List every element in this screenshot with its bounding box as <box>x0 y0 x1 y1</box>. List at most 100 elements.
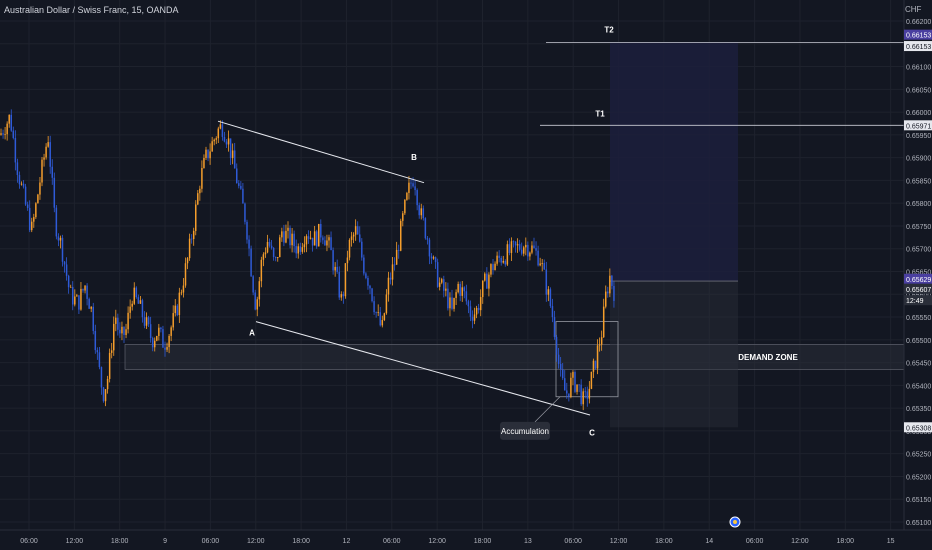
candle-body <box>121 326 123 334</box>
candle-body <box>129 306 131 313</box>
candle-body <box>561 369 564 379</box>
price-tick-label: 0.66000 <box>906 110 931 117</box>
candle-body <box>180 292 183 294</box>
candle-body <box>371 288 373 302</box>
candle-body <box>607 291 609 294</box>
candle-body <box>24 186 27 205</box>
event-globe-icon-dot <box>733 520 737 524</box>
candle-body <box>123 326 125 335</box>
candle-body <box>545 269 548 295</box>
candle-body <box>57 236 60 241</box>
candle-body <box>2 133 4 135</box>
candle-body <box>436 262 439 287</box>
candle-body <box>219 124 222 129</box>
target-zone-box <box>610 42 738 282</box>
candle-body <box>26 204 29 208</box>
candle-body <box>209 151 211 159</box>
candle-body <box>115 317 117 324</box>
candle-body <box>143 317 146 326</box>
candle-body <box>287 227 289 231</box>
candle-body <box>369 285 371 289</box>
candle-body <box>240 185 242 189</box>
candle-body <box>272 247 275 258</box>
candle-body <box>516 244 519 246</box>
candle-body <box>432 257 435 259</box>
candle-body <box>533 245 535 249</box>
candle-body <box>441 279 443 283</box>
candle-body <box>110 350 113 353</box>
candle-body <box>248 239 250 249</box>
candle-body <box>203 157 205 168</box>
candle-body <box>373 301 375 313</box>
candle-body <box>106 378 109 390</box>
candle-body <box>496 255 498 264</box>
price-badge-label: 0.66153 <box>906 33 931 40</box>
time-tick-label: 12:00 <box>610 538 628 545</box>
candle-body <box>199 188 201 194</box>
price-tick-label: 0.66200 <box>906 19 931 26</box>
symbol-title[interactable]: Australian Dollar / Swiss Franc, 15, OAN… <box>4 5 179 15</box>
candle-body <box>584 391 586 393</box>
candle-body <box>506 244 509 265</box>
candle-body <box>260 259 263 282</box>
candle-body <box>451 297 453 309</box>
candle-body <box>190 238 193 240</box>
candle-body <box>279 237 281 258</box>
time-tick-label: 13 <box>524 538 532 545</box>
candle-body <box>434 257 437 263</box>
time-tick-label: 12:00 <box>428 538 446 545</box>
price-tick-label: 0.65950 <box>906 133 931 140</box>
candle-body <box>151 338 154 348</box>
candle-body <box>457 283 459 293</box>
price-tick-label: 0.66050 <box>906 87 931 94</box>
candle-body <box>332 250 334 271</box>
candle-body <box>69 286 72 288</box>
candle-body <box>37 194 39 204</box>
candle-body <box>307 236 310 239</box>
candle-body <box>6 123 8 135</box>
candle-body <box>156 336 158 341</box>
candle-body <box>223 136 226 142</box>
candle-body <box>356 226 359 235</box>
price-badge-bg <box>904 120 932 131</box>
stop-zone-box <box>610 281 738 428</box>
candle-body <box>217 128 220 139</box>
price-badge-bg <box>904 283 932 294</box>
price-tick-label: 0.65400 <box>906 383 931 390</box>
candle-body <box>605 291 607 307</box>
candle-body <box>266 241 269 253</box>
candle-body <box>549 289 552 307</box>
candle-body <box>47 142 49 147</box>
candle-body <box>449 297 451 309</box>
accumulation-label-bg <box>500 421 550 440</box>
candle-body <box>262 254 265 260</box>
price-badge-bg <box>904 273 932 284</box>
price-tick-label: 0.65750 <box>906 224 931 231</box>
candle-body <box>315 231 318 247</box>
candle-body <box>176 305 179 316</box>
time-tick-label: 18:00 <box>474 538 492 545</box>
candle-body <box>553 317 556 337</box>
candle-body <box>291 233 293 246</box>
candle-body <box>488 274 490 289</box>
candle-body <box>233 150 236 169</box>
candle-body <box>63 261 66 265</box>
candle-body <box>377 312 379 313</box>
candle-body <box>231 150 234 159</box>
price-tick-label: 0.65650 <box>906 270 931 277</box>
candle-body <box>520 249 523 254</box>
candle-body <box>492 264 494 271</box>
candle-body <box>168 335 170 348</box>
candle-body <box>414 186 416 191</box>
candle-body <box>43 157 45 160</box>
candle-body <box>12 130 15 138</box>
price-tick-label: 0.65800 <box>906 201 931 208</box>
candle-body <box>90 306 92 309</box>
candle-body <box>45 146 47 158</box>
candle-body <box>274 257 277 259</box>
candle-body <box>10 114 12 131</box>
candle-body <box>299 246 302 252</box>
candle-body <box>342 294 345 297</box>
candle-body <box>20 183 23 185</box>
